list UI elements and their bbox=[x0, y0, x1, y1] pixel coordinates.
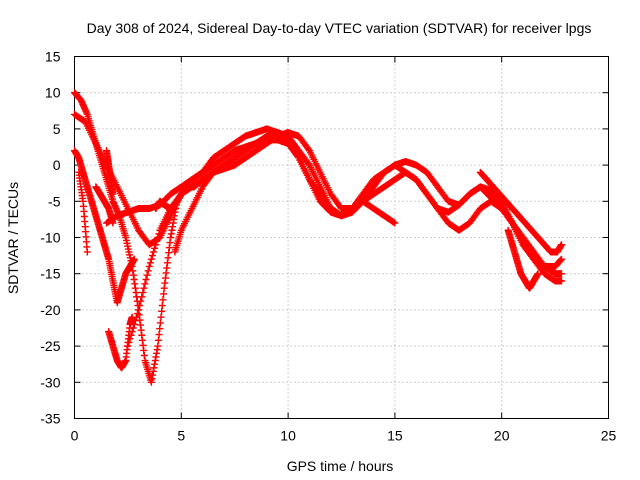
data-point bbox=[294, 152, 302, 160]
data-point bbox=[126, 335, 134, 343]
data-point bbox=[143, 271, 151, 279]
data-point bbox=[151, 244, 159, 252]
y-axis-label: SDTVAR / TECUs bbox=[5, 182, 21, 294]
data-point bbox=[109, 190, 117, 198]
data-point bbox=[140, 284, 148, 292]
data-point bbox=[139, 289, 147, 297]
data-point bbox=[284, 139, 292, 147]
data-point bbox=[135, 306, 143, 314]
data-point bbox=[144, 267, 152, 275]
series-track-3 bbox=[75, 168, 91, 256]
y-tick-label: 0 bbox=[53, 157, 61, 173]
data-point bbox=[127, 331, 135, 339]
data-point bbox=[304, 160, 312, 168]
data-point bbox=[130, 255, 138, 263]
plot-frame bbox=[74, 56, 609, 419]
x-axis-label: GPS time / hours bbox=[287, 458, 394, 474]
x-tick-label: 0 bbox=[71, 428, 79, 444]
series-track-13 bbox=[504, 226, 542, 292]
data-point bbox=[558, 270, 566, 278]
x-tick-label: 20 bbox=[494, 428, 510, 444]
data-point bbox=[153, 237, 161, 245]
data-point bbox=[109, 219, 117, 227]
y-tick-label: 15 bbox=[45, 49, 61, 65]
data-point bbox=[146, 259, 154, 267]
data-point bbox=[145, 262, 153, 270]
y-tick-label: -10 bbox=[40, 230, 60, 246]
series-track-11 bbox=[103, 147, 117, 198]
y-tick-label: -15 bbox=[40, 266, 60, 282]
marks-layer bbox=[71, 89, 566, 386]
chart-title: Day 308 of 2024, Sidereal Day-to-day VTE… bbox=[87, 20, 592, 36]
data-point bbox=[125, 338, 133, 346]
y-tick-label: -35 bbox=[40, 411, 60, 427]
data-point bbox=[132, 313, 140, 321]
series-track-12 bbox=[476, 168, 566, 256]
data-point bbox=[141, 280, 149, 288]
data-point bbox=[129, 324, 137, 332]
data-point bbox=[534, 270, 542, 278]
y-tick-label: -5 bbox=[48, 193, 61, 209]
data-point bbox=[142, 275, 150, 283]
series-track-8 bbox=[152, 132, 399, 227]
data-point bbox=[391, 219, 399, 227]
x-tick-label: 5 bbox=[177, 428, 185, 444]
data-point bbox=[137, 297, 145, 305]
y-tick-label: -20 bbox=[40, 302, 60, 318]
data-point bbox=[558, 277, 566, 285]
y-tick-label: -30 bbox=[40, 374, 60, 390]
y-tick-label: -25 bbox=[40, 338, 60, 354]
series-track-9 bbox=[171, 136, 292, 256]
data-point bbox=[558, 255, 566, 263]
data-point bbox=[155, 230, 163, 238]
data-point bbox=[154, 234, 162, 241]
ticks-layer: 0 5 10 15 20 25 -35 -30 -25 -20 -15 -10 -5 0 5 10 15 bbox=[40, 49, 616, 444]
x-tick-label: 10 bbox=[280, 428, 296, 444]
series-track-10 bbox=[92, 183, 117, 227]
data-point bbox=[83, 248, 91, 256]
data-point bbox=[124, 342, 132, 350]
data-point bbox=[130, 320, 138, 328]
data-point bbox=[148, 252, 156, 260]
data-point bbox=[507, 218, 515, 226]
x-tick-label: 25 bbox=[601, 428, 617, 444]
data-point bbox=[558, 241, 566, 249]
data-point bbox=[134, 310, 142, 318]
series-track-2 bbox=[71, 147, 138, 307]
y-tick-label: 5 bbox=[53, 121, 61, 137]
data-point bbox=[138, 293, 146, 301]
data-point bbox=[150, 248, 158, 256]
data-point bbox=[152, 241, 160, 249]
data-point bbox=[390, 218, 398, 226]
data-point bbox=[128, 328, 136, 336]
data-point bbox=[147, 255, 155, 263]
y-tick-label: 10 bbox=[45, 85, 61, 101]
data-point bbox=[136, 302, 144, 310]
x-tick-label: 15 bbox=[387, 428, 403, 444]
data-point bbox=[304, 145, 312, 153]
data-point bbox=[131, 317, 139, 325]
